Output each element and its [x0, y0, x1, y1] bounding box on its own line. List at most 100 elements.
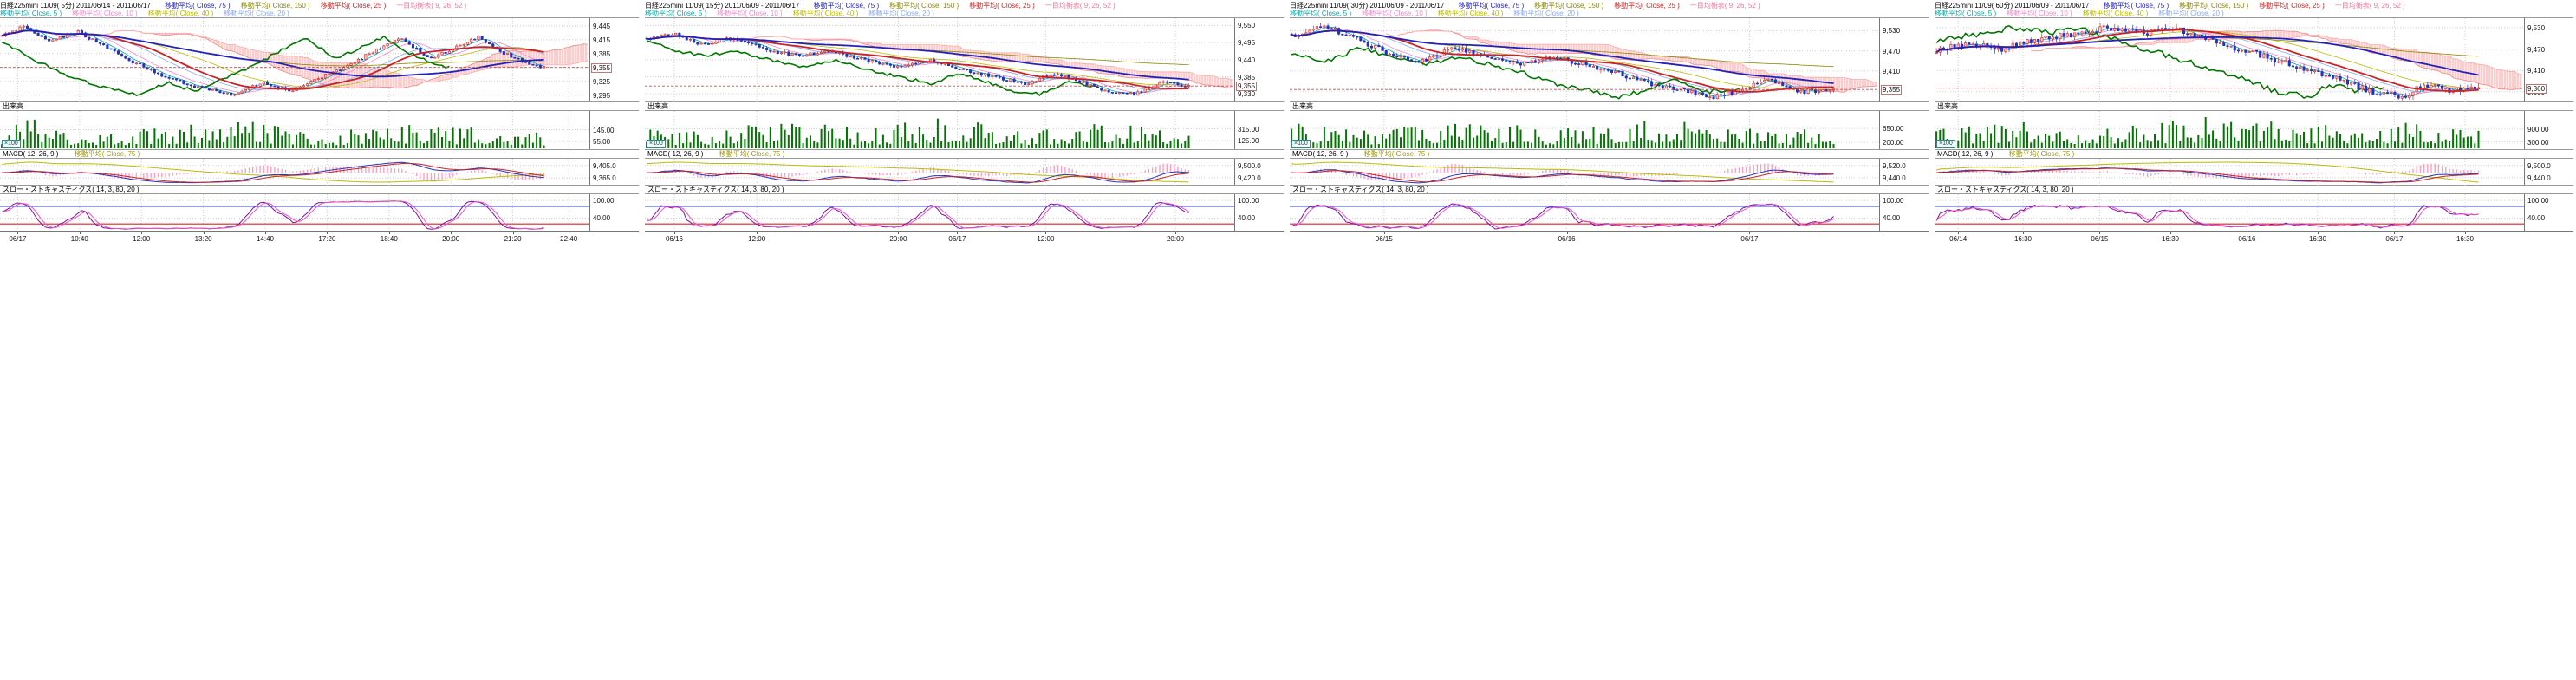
chart-panel: 日経225mini 11/09( 15分) 2011/06/09 - 2011/…: [645, 2, 1284, 245]
time-tick: [327, 232, 329, 234]
indicator-label: 移動平均( Close, 20 ): [1513, 10, 1579, 17]
time-label: 06/17: [2385, 235, 2404, 243]
volume-pane: ×100 315.00 125.00: [645, 110, 1284, 150]
macd-section-header: MACD( 12, 26, 9 ) 移動平均( Close, 75 ): [1290, 149, 1929, 158]
price-axis: 9,550 9,495 9,440 9,385 9,330 9,355: [1234, 18, 1284, 101]
indicator-label: 移動平均( Close, 40 ): [2082, 10, 2149, 17]
indicator-label: 移動平均( Close, 25 ): [2259, 2, 2325, 10]
stoch-tick-label: 40.00: [1883, 214, 1901, 223]
current-price-label: 9,360: [2526, 83, 2547, 94]
macd-tick-label: 9,405.0: [593, 161, 616, 170]
stochastics-section-header: スロー・ストキャスティクス( 14, 3, 80, 20 ): [645, 185, 1284, 193]
stochastics-chart[interactable]: [0, 194, 589, 232]
volume-unit-badge: ×100: [647, 140, 666, 148]
time-label: 06/17: [1740, 235, 1759, 243]
price-chart[interactable]: [645, 18, 1234, 102]
indicator-row-2: 移動平均( Close, 5 ) 移動平均( Close, 10 ) 移動平均( C…: [645, 10, 945, 17]
price-chart[interactable]: [0, 18, 589, 102]
stoch-tick-label: 40.00: [2527, 214, 2546, 223]
volume-chart[interactable]: [1290, 111, 1879, 150]
indicator-label: 移動平均( Close, 5 ): [1935, 10, 1997, 17]
indicator-label: 移動平均( Close, 25 ): [969, 2, 1035, 10]
volume-axis: 315.00 125.00: [1234, 111, 1284, 149]
time-tick: [2170, 232, 2171, 234]
time-tick: [1749, 232, 1751, 234]
time-tick: [757, 232, 758, 234]
time-label: 13:20: [194, 235, 212, 243]
chart-panel: 日経225mini 11/09( 30分) 2011/06/09 - 2011/…: [1290, 2, 1929, 245]
time-label: 06/14: [1949, 235, 1968, 243]
volume-label: 出来高: [1292, 102, 1313, 110]
time-label: 20:00: [442, 235, 460, 243]
stochastics-chart[interactable]: [1290, 194, 1879, 232]
volume-chart[interactable]: [645, 111, 1234, 150]
macd-chart[interactable]: [0, 159, 589, 186]
volume-chart[interactable]: [1935, 111, 2524, 150]
indicator-label: 移動平均( Close, 40 ): [147, 10, 214, 17]
panel-title: 日経225mini 11/09( 5分) 2011/06/14 - 2011/0…: [0, 2, 151, 10]
time-tick: [1958, 232, 1960, 234]
price-chart[interactable]: [1935, 18, 2524, 102]
macd-label: MACD( 12, 26, 9 ): [647, 150, 704, 158]
macd-pane: 9,500.0 9,420.0: [645, 158, 1284, 186]
indicator-label: 移動平均( Close, 75 ): [165, 2, 231, 10]
volume-axis: 650.00 200.00: [1879, 111, 1929, 149]
time-label: 17:20: [318, 235, 336, 243]
indicator-label: 移動平均( Close, 20 ): [868, 10, 934, 17]
header-row-1: 日経225mini 11/09( 30分) 2011/06/09 - 2011/…: [1290, 2, 1929, 10]
macd-chart[interactable]: [645, 159, 1234, 186]
macd-label: MACD( 12, 26, 9 ): [1937, 150, 1994, 158]
stoch-tick-label: 100.00: [593, 197, 615, 206]
time-tick: [17, 232, 19, 234]
stochastics-label: スロー・ストキャスティクス( 14, 3, 80, 20 ): [1937, 186, 2074, 193]
stochastics-chart[interactable]: [1935, 194, 2524, 232]
time-tick: [1566, 232, 1568, 234]
volume-section-header: 出来高: [1935, 101, 2573, 110]
indicator-label: 移動平均( Close, 40 ): [1437, 10, 1504, 17]
stochastics-section-header: スロー・ストキャスティクス( 14, 3, 80, 20 ): [1290, 185, 1929, 193]
time-axis: 06/15 06/16 06/17: [1290, 231, 1929, 245]
time-label: 06/15: [2091, 235, 2109, 243]
time-axis: 06/16 12:00 20:00 06/17 12:00 20:00: [645, 231, 1284, 245]
volume-label: 出来高: [3, 102, 23, 110]
stochastics-label: スロー・ストキャスティクス( 14, 3, 80, 20 ): [647, 186, 784, 193]
panel-header: 日経225mini 11/09( 5分) 2011/06/14 - 2011/0…: [0, 2, 639, 17]
stochastics-pane: 100.00 40.00: [645, 193, 1284, 232]
stochastics-axis: 100.00 40.00: [1234, 194, 1284, 231]
stochastics-pane: 100.00 40.00: [0, 193, 639, 232]
volume-tick-label: 650.00: [1883, 125, 1904, 134]
indicator-row-2: 移動平均( Close, 5 ) 移動平均( Close, 10 ) 移動平均( C…: [1935, 10, 2234, 17]
macd-chart[interactable]: [1290, 159, 1879, 186]
indicator-row-1: 移動平均( Close, 75 ) 移動平均( Close, 150 ) 移動平均(…: [2104, 2, 2416, 10]
price-tick-label: 9,410: [2527, 67, 2546, 75]
time-tick: [451, 232, 452, 234]
panel-header: 日経225mini 11/09( 60分) 2011/06/09 - 2011/…: [1935, 2, 2573, 17]
stoch-tick-label: 40.00: [593, 214, 611, 223]
price-pane: 9,550 9,495 9,440 9,385 9,330 9,355: [645, 17, 1284, 102]
time-tick: [512, 232, 514, 234]
volume-chart[interactable]: [0, 111, 589, 150]
time-tick: [2099, 232, 2101, 234]
header-row-1: 日経225mini 11/09( 15分) 2011/06/09 - 2011/…: [645, 2, 1284, 10]
stochastics-label: スロー・ストキャスティクス( 14, 3, 80, 20 ): [1292, 186, 1429, 193]
macd-axis: 9,500.0 9,440.0: [2524, 159, 2573, 185]
macd-tick-label: 9,440.0: [1883, 173, 1906, 182]
indicator-label: 移動平均( Close, 40 ): [792, 10, 859, 17]
macd-section-header: MACD( 12, 26, 9 ) 移動平均( Close, 75 ): [0, 149, 639, 158]
macd-tick-label: 9,520.0: [1883, 161, 1906, 170]
time-label: 06/17: [9, 235, 27, 243]
macd-chart[interactable]: [1935, 159, 2524, 186]
macd-tick-label: 9,420.0: [1238, 173, 1261, 182]
macd-ma-label: 移動平均( Close, 75 ): [2008, 150, 2075, 158]
indicator-label: 移動平均( Close, 25 ): [320, 2, 387, 10]
volume-tick-label: 315.00: [1238, 125, 1259, 134]
stochastics-pane: 100.00 40.00: [1935, 193, 2573, 232]
time-label: 06/16: [1558, 235, 1576, 243]
macd-label: MACD( 12, 26, 9 ): [3, 150, 59, 158]
price-chart[interactable]: [1290, 18, 1879, 102]
time-tick: [141, 232, 143, 234]
stochastics-chart[interactable]: [645, 194, 1234, 232]
price-tick-label: 9,530: [1883, 27, 1901, 36]
